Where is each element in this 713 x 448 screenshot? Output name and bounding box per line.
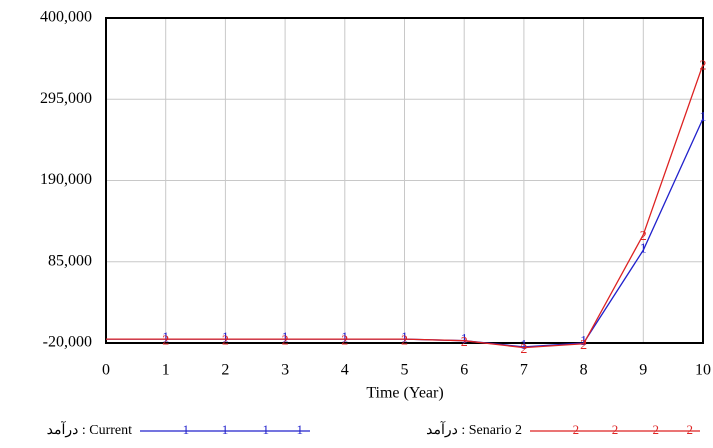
legend-marker: 2 bbox=[612, 422, 619, 437]
point-marker: 2 bbox=[640, 229, 647, 244]
x-tick-label: 10 bbox=[695, 362, 711, 379]
legend-label: درآمد : Current bbox=[47, 420, 133, 438]
legend-marker: 1 bbox=[297, 422, 304, 437]
x-tick-label: 7 bbox=[520, 362, 528, 379]
point-marker: 2 bbox=[580, 338, 587, 353]
x-tick-label: 9 bbox=[639, 362, 647, 379]
x-tick-label: 5 bbox=[401, 362, 409, 379]
legend-marker: 2 bbox=[573, 422, 580, 437]
x-tick-label: 8 bbox=[580, 362, 588, 379]
y-tick-label: 400,000 bbox=[40, 9, 92, 26]
x-tick-label: 4 bbox=[341, 362, 349, 379]
point-marker: 2 bbox=[461, 335, 468, 350]
legend-marker: 1 bbox=[222, 422, 229, 437]
y-tick-label: -20,000 bbox=[43, 334, 92, 351]
x-axis-label: Time (Year) bbox=[366, 385, 443, 402]
point-marker: 2 bbox=[700, 59, 707, 74]
y-tick-label: 295,000 bbox=[40, 90, 92, 107]
x-tick-label: 3 bbox=[281, 362, 289, 379]
x-tick-label: 0 bbox=[102, 362, 110, 379]
legend-marker: 2 bbox=[653, 422, 660, 437]
x-tick-label: 2 bbox=[221, 362, 229, 379]
point-marker: 2 bbox=[282, 333, 289, 348]
point-marker: 2 bbox=[401, 333, 408, 348]
point-marker: 2 bbox=[341, 333, 348, 348]
legend-label: درآمد : Senario 2 bbox=[426, 420, 522, 438]
legend-marker: 1 bbox=[183, 422, 190, 437]
chart: Time (Year) 0 1 2 3 4 5 6 7 8 9 10 -20,000 85,000 190… bbox=[0, 0, 713, 443]
point-marker: 2 bbox=[520, 342, 527, 357]
point-marker: 2 bbox=[222, 333, 229, 348]
x-tick-label: 6 bbox=[460, 362, 468, 379]
y-tick-label: 190,000 bbox=[40, 171, 92, 188]
legend-marker: 1 bbox=[263, 422, 270, 437]
point-marker: 2 bbox=[162, 333, 169, 348]
y-tick-label: 85,000 bbox=[48, 252, 92, 269]
x-tick-label: 1 bbox=[162, 362, 170, 379]
point-marker: 1 bbox=[700, 110, 707, 125]
legend-marker: 2 bbox=[687, 422, 694, 437]
